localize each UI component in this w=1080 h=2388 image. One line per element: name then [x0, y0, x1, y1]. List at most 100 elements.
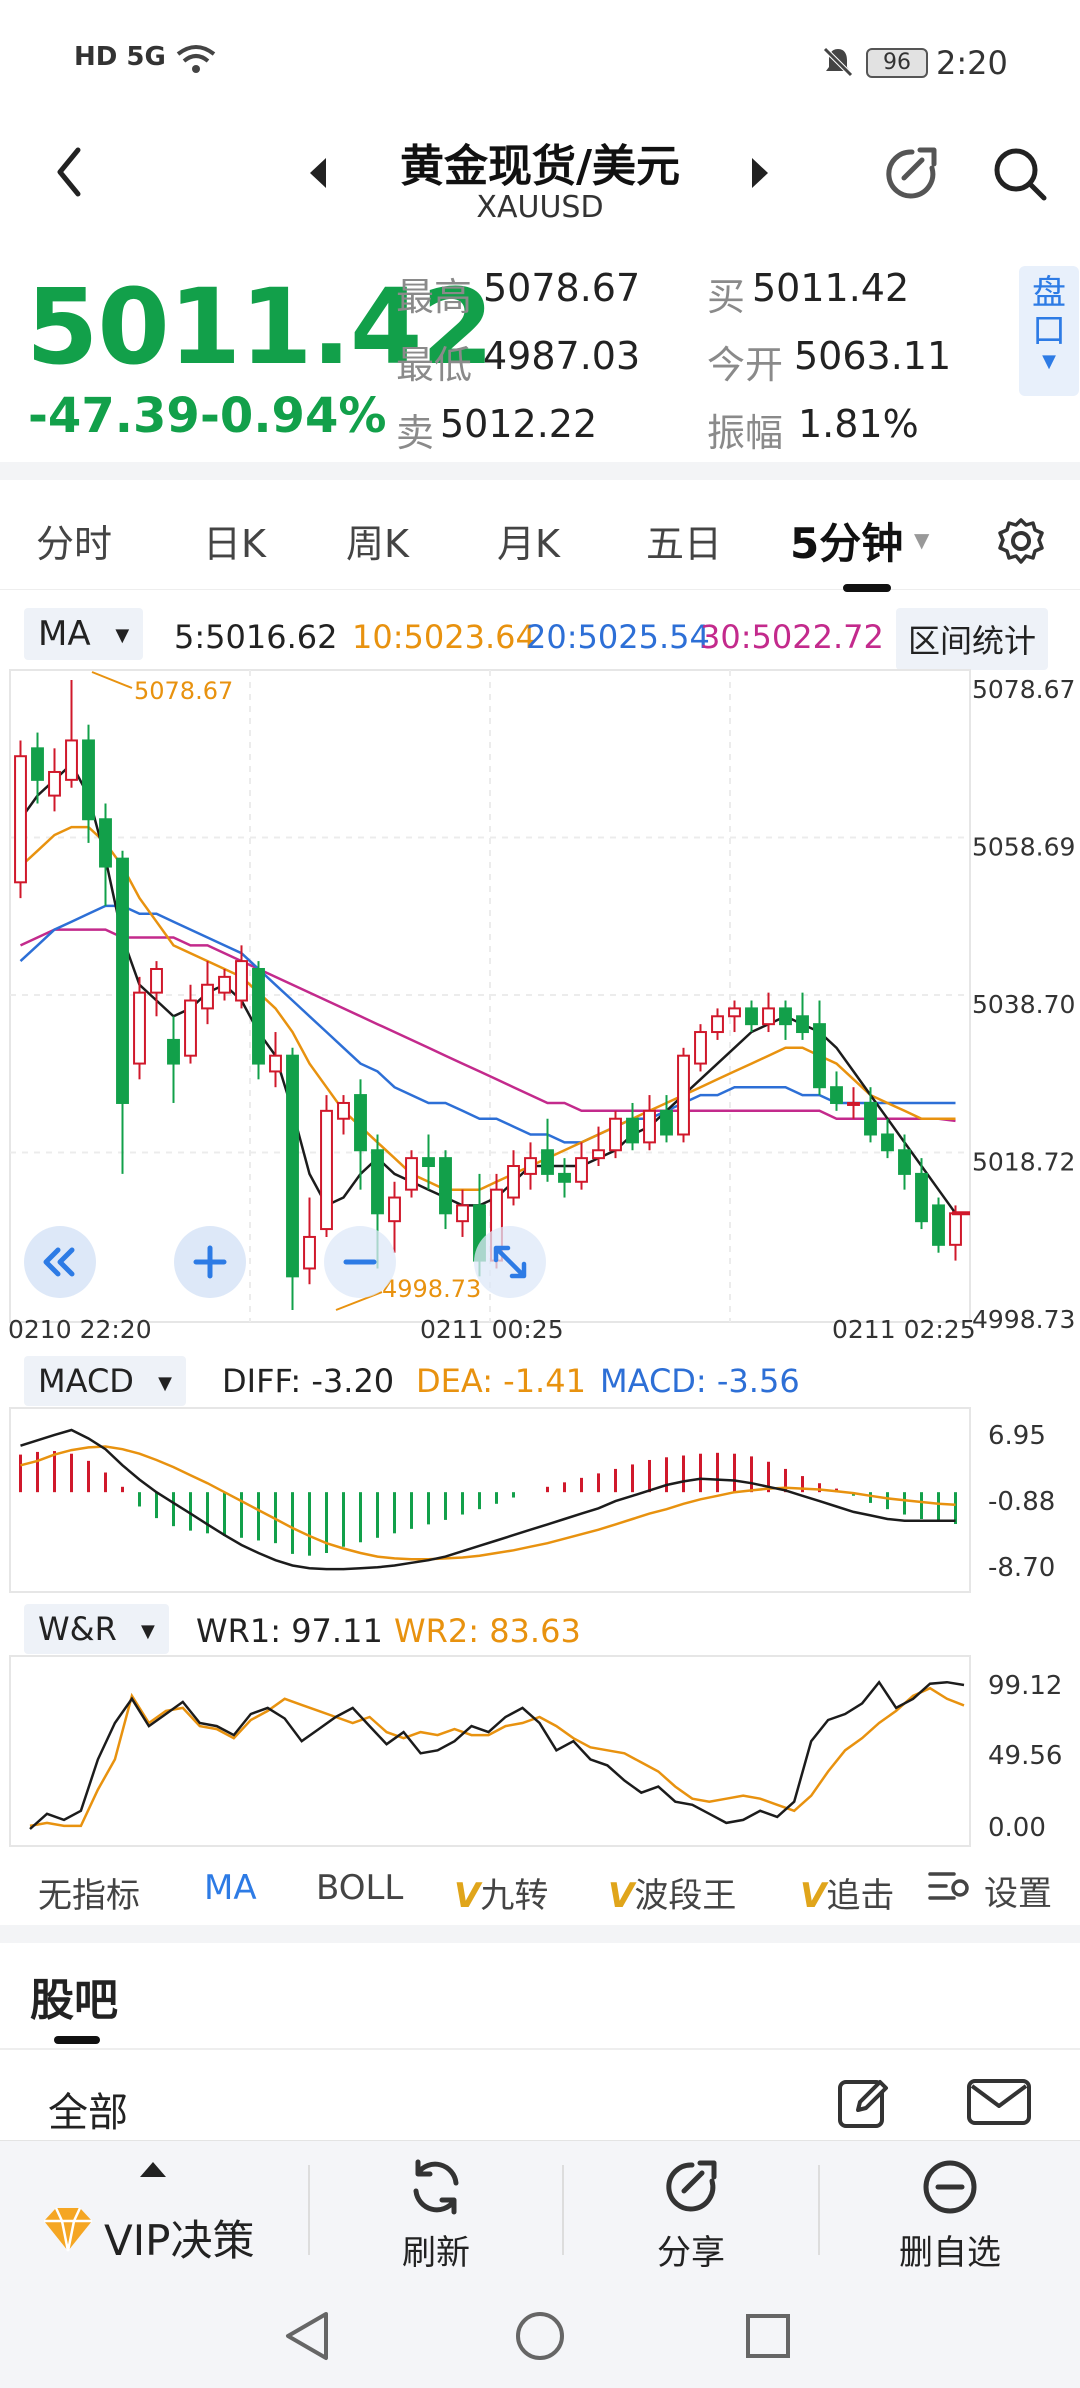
price-tick: 5038.70	[972, 990, 1075, 1019]
candle-body	[813, 1023, 826, 1089]
candle	[558, 1158, 571, 1198]
ma30-value: 30:5022.72	[700, 618, 884, 656]
remove-watchlist-button[interactable]: 删自选	[820, 2141, 1080, 2281]
indicator-bar: 无指标 MA BOLL V九转 V波段王 V追击 设置	[0, 1840, 1080, 1930]
macd-histogram	[19, 1451, 957, 1556]
period-tabs: 分时 日K 周K 月K 五日 5分钟 ▼	[0, 480, 1080, 592]
macd-axis: 6.95 -0.88 -8.70	[988, 1421, 1055, 1583]
edit-post-icon[interactable]	[836, 2074, 892, 2130]
v-badge-icon: V	[454, 1876, 481, 1916]
candle-body	[167, 1038, 180, 1065]
time-label-right: 0211 02:25	[832, 1315, 976, 1344]
vip-decision-button[interactable]: VIP决策	[0, 2141, 300, 2281]
candle	[269, 1032, 282, 1088]
price-tick: 5018.72	[972, 1148, 1075, 1177]
indicator-boll[interactable]: BOLL	[316, 1868, 404, 1908]
expand-icon	[493, 1245, 527, 1279]
high-marker-line	[91, 671, 133, 689]
candle	[235, 945, 248, 1009]
candle	[796, 992, 809, 1040]
gear-icon[interactable]	[996, 516, 1046, 566]
period-caret-icon[interactable]: ▼	[914, 528, 930, 552]
zoom-in-button[interactable]	[174, 1226, 246, 1298]
candle-body	[541, 1149, 554, 1175]
share-button[interactable]: 分享	[564, 2141, 818, 2281]
divider	[818, 2165, 820, 2255]
candle-body	[864, 1101, 877, 1136]
share-refresh-icon[interactable]	[882, 144, 942, 204]
forum-title[interactable]: 股吧	[30, 1975, 118, 2026]
symbol-code: XAUUSD	[476, 190, 604, 225]
range-stats-button[interactable]: 区间统计	[896, 608, 1049, 670]
tab-monthly-k[interactable]: 月K	[497, 522, 560, 566]
ma-indicator-select[interactable]: MA ▼	[24, 608, 144, 660]
candle	[881, 1118, 894, 1159]
price-change: -47.39	[28, 388, 200, 444]
indicator-boduanwang[interactable]: V波段王	[608, 1868, 736, 1917]
candle	[677, 1047, 690, 1143]
search-icon[interactable]	[990, 144, 1050, 204]
order-book-button[interactable]: 盘口 ▼	[1019, 266, 1079, 396]
back-arrow-icon[interactable]	[54, 146, 84, 198]
tab-5min[interactable]: 5分钟	[790, 519, 904, 568]
tab-daily-k[interactable]: 日K	[203, 522, 266, 566]
nav-recents-icon[interactable]	[744, 2312, 792, 2360]
candle	[65, 680, 78, 788]
candle-body	[830, 1086, 843, 1104]
candle	[439, 1150, 452, 1230]
caret-down-icon: ▼	[1042, 351, 1056, 372]
tab-weekly-k[interactable]: 周K	[346, 522, 409, 566]
candle-body	[184, 999, 197, 1057]
zoom-out-button[interactable]	[324, 1226, 396, 1298]
wr-chart[interactable]: 99.12 49.56 0.00	[0, 1652, 1080, 1848]
low-value: 4987.03	[483, 334, 641, 378]
wr-grid	[9, 1655, 971, 1847]
candle	[167, 1016, 180, 1103]
candle-body	[422, 1157, 435, 1168]
candle-body	[762, 1007, 775, 1026]
candle-body	[31, 747, 44, 781]
ma10-value: 10:5023.64	[352, 618, 536, 656]
mute-bell-icon	[823, 47, 853, 77]
candle	[694, 1024, 707, 1072]
indicator-settings-button[interactable]: 设置	[912, 1854, 1080, 1916]
candle-body	[507, 1165, 520, 1199]
indicator-jiuzhuan[interactable]: V九转	[454, 1868, 548, 1917]
candle-body	[694, 1031, 707, 1065]
scroll-start-button[interactable]	[24, 1226, 96, 1298]
macd-chart[interactable]: 6.95 -0.88 -8.70	[0, 1400, 1080, 1600]
refresh-button[interactable]: 刷新	[310, 2141, 562, 2281]
candle-body	[643, 1109, 656, 1144]
candle	[626, 1102, 639, 1151]
indicator-zhuiji[interactable]: V追击	[800, 1868, 910, 1917]
indicator-ma[interactable]: MA	[204, 1868, 257, 1908]
vip-decision-label: VIP决策	[104, 2216, 255, 2265]
macd-indicator-select[interactable]: MACD ▼	[24, 1356, 186, 1406]
divider	[308, 2165, 310, 2255]
wr-frame	[9, 1655, 971, 1847]
indicator-none[interactable]: 无指标	[38, 1876, 140, 1916]
clock: 2:20	[936, 44, 1008, 82]
next-symbol-icon[interactable]	[748, 156, 772, 190]
indicator-zhuiji-label: 追击	[826, 1876, 895, 1916]
tab-five-day[interactable]: 五日	[646, 522, 723, 566]
candle-body	[626, 1117, 639, 1144]
forum-filter-all[interactable]: 全部	[48, 2090, 128, 2136]
indicator-settings-label: 设置	[984, 1874, 1052, 1914]
mail-icon[interactable]	[966, 2078, 1032, 2126]
high-value: 5078.67	[483, 266, 641, 310]
candlestick-chart[interactable]: 5078.67 5058.69 5038.70 5018.72 4998.73 5078…	[0, 660, 1080, 1350]
wr-indicator-select[interactable]: W&R ▼	[24, 1604, 169, 1654]
status-bar: HD 5G 96 2:20	[0, 0, 1080, 120]
fullscreen-button[interactable]	[474, 1226, 546, 1298]
nav-home-icon[interactable]	[514, 2310, 566, 2362]
share-icon	[666, 2160, 717, 2212]
prev-symbol-icon[interactable]	[306, 156, 330, 190]
double-chevron-left-icon	[43, 1247, 75, 1277]
candle-body	[898, 1149, 911, 1175]
candle-body	[150, 967, 163, 994]
candle	[456, 1189, 469, 1237]
nav-back-icon[interactable]	[282, 2310, 332, 2362]
tab-intraday[interactable]: 分时	[36, 522, 113, 566]
candle	[337, 1095, 350, 1135]
